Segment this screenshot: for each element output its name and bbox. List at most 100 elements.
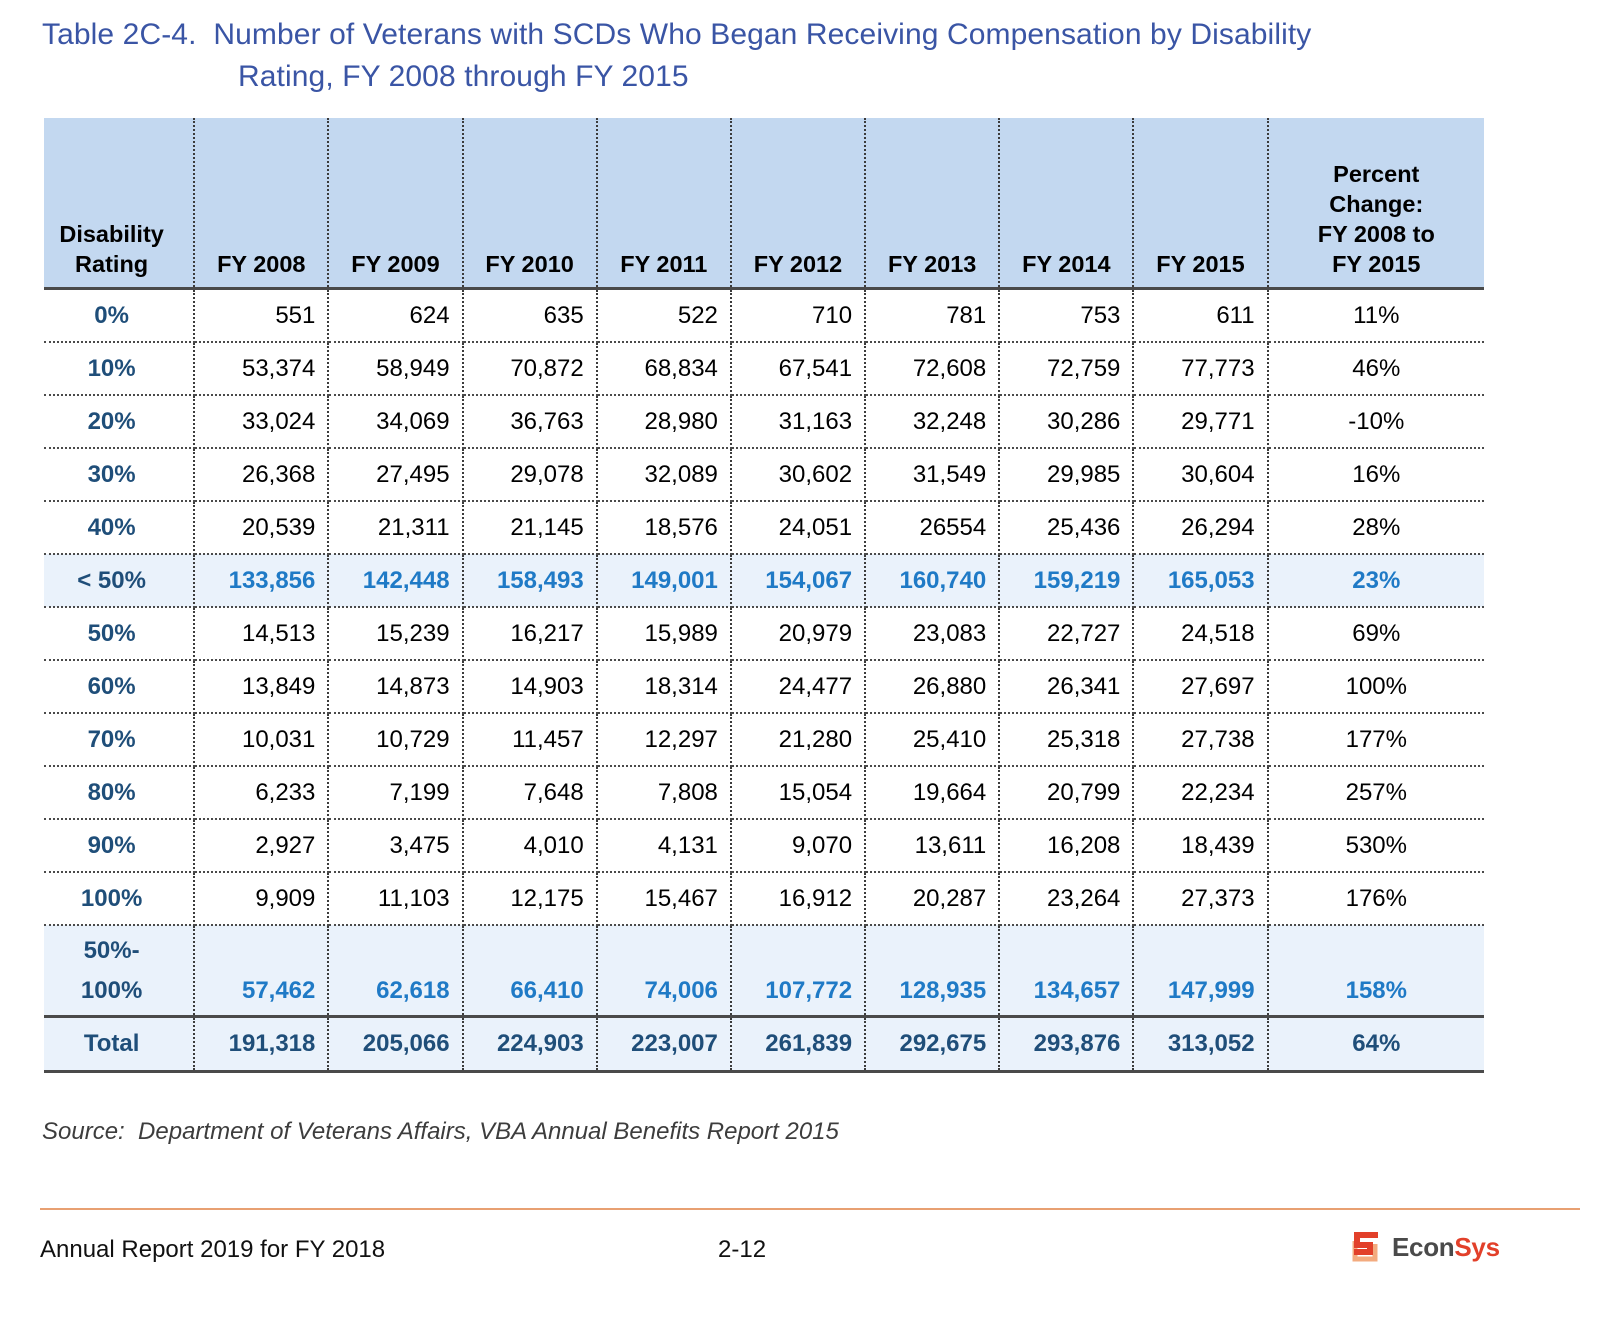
data-cell: 24,051 (730, 500, 867, 555)
data-cell: 21,145 (462, 500, 598, 555)
row-label-cell: 70% (44, 712, 196, 767)
data-cell: 12,297 (596, 712, 732, 767)
column-header-disability-rating-line1: Disability (59, 220, 164, 247)
data-cell: 292,675 (865, 1016, 1001, 1073)
table-row: 0% 551 624 635 522 710 781 753 611 11% (44, 288, 1484, 343)
data-cell: 12,175 (462, 871, 598, 926)
data-cell: 18,576 (596, 500, 732, 555)
source-note: Source: Department of Veterans Affairs, … (42, 1118, 839, 1145)
column-header-fy2014-label: FY 2014 (1022, 250, 1111, 277)
data-cell: 25,436 (999, 500, 1135, 555)
row-label-cell: 10% (44, 341, 196, 396)
data-cell: 154,067 (730, 553, 867, 608)
data-cell: 27,373 (1133, 871, 1269, 926)
data-cell: 16,217 (462, 606, 598, 661)
econsys-logo-text: EconSys (1392, 1232, 1500, 1263)
data-cell: 13,611 (865, 818, 1001, 873)
data-cell: 57,462 (194, 924, 330, 1018)
data-cell: 261,839 (730, 1016, 867, 1073)
data-cell: 16,912 (730, 871, 867, 926)
data-cell: 20,979 (730, 606, 867, 661)
data-cell: 7,648 (462, 765, 598, 820)
data-cell: 26,368 (194, 447, 330, 502)
data-cell: 26,294 (1133, 500, 1269, 555)
data-cell: 10,729 (328, 712, 464, 767)
table-row: 30% 26,368 27,495 29,078 32,089 30,602 31,549 2… (44, 447, 1484, 502)
table-row: 60% 13,849 14,873 14,903 18,314 24,477 26,880 2… (44, 659, 1484, 714)
econsys-logo: EconSys (1345, 1228, 1500, 1266)
footer-report-label: Annual Report 2019 for FY 2018 (40, 1236, 386, 1263)
row-label-cell: Total (44, 1016, 196, 1073)
data-cell: 34,069 (328, 394, 464, 449)
data-cell: 224,903 (462, 1016, 598, 1073)
data-cell: 753 (999, 288, 1135, 343)
row-label-cell: 90% (44, 818, 196, 873)
data-cell: 611 (1133, 288, 1269, 343)
column-header-fy2011-label: FY 2011 (620, 250, 708, 277)
data-cell: 15,239 (328, 606, 464, 661)
data-cell: 11,103 (328, 871, 464, 926)
column-header-fy2015-label: FY 2015 (1156, 250, 1245, 277)
data-cell: 10,031 (194, 712, 330, 767)
data-cell: 26,880 (865, 659, 1001, 714)
data-cell: 62,618 (328, 924, 464, 1018)
data-cell: 9,909 (194, 871, 330, 926)
data-cell: 29,985 (999, 447, 1135, 502)
data-cell: 20,287 (865, 871, 1001, 926)
data-cell: 23,264 (999, 871, 1135, 926)
data-cell: 14,903 (462, 659, 598, 714)
data-cell: 15,054 (730, 765, 867, 820)
data-cell: 27,697 (1133, 659, 1269, 714)
column-header-percent-change-line4: FY 2015 (1332, 250, 1421, 277)
data-cell: 710 (730, 288, 867, 343)
table-title-line-1: Table 2C-4. Number of Veterans with SCDs… (42, 18, 1312, 51)
data-cell: 13,849 (194, 659, 330, 714)
percent-change-cell: 530% (1267, 818, 1484, 873)
column-header-fy2010-label: FY 2010 (485, 250, 574, 277)
percent-change-cell: 64% (1267, 1016, 1484, 1073)
data-cell: 27,738 (1133, 712, 1269, 767)
percent-change-cell: -10% (1267, 394, 1484, 449)
data-cell: 15,467 (596, 871, 732, 926)
row-label-cell: 20% (44, 394, 196, 449)
data-cell: 30,602 (730, 447, 867, 502)
data-cell: 11,457 (462, 712, 598, 767)
table-title: Table 2C-4. Number of Veterans with SCDs… (42, 14, 1522, 98)
column-header-disability-rating-line2: Rating (75, 250, 149, 277)
data-cell: 134,657 (999, 924, 1135, 1018)
data-cell: 14,873 (328, 659, 464, 714)
percent-change-cell: 176% (1267, 871, 1484, 926)
data-cell: 58,949 (328, 341, 464, 396)
veterans-scd-compensation-table: Disability Rating FY 2008 FY 2009 FY 201… (44, 118, 1484, 1073)
column-header-disability-rating: Disability Rating (44, 118, 196, 290)
data-cell: 16,208 (999, 818, 1135, 873)
data-cell: 293,876 (999, 1016, 1135, 1073)
percent-change-cell: 46% (1267, 341, 1484, 396)
column-header-percent-change-line3: FY 2008 to (1317, 220, 1435, 247)
data-cell: 74,006 (596, 924, 732, 1018)
data-cell: 53,374 (194, 341, 330, 396)
row-label-line2: 100% (80, 977, 143, 1004)
data-cell: 4,131 (596, 818, 732, 873)
data-cell: 142,448 (328, 553, 464, 608)
data-cell: 191,318 (194, 1016, 330, 1073)
data-cell: 9,070 (730, 818, 867, 873)
table-header: Disability Rating FY 2008 FY 2009 FY 201… (44, 118, 1484, 290)
row-label-cell: 40% (44, 500, 196, 555)
data-cell: 31,163 (730, 394, 867, 449)
data-cell: 165,053 (1133, 553, 1269, 608)
data-cell: 31,549 (865, 447, 1001, 502)
row-label-line1: 50%- (83, 937, 140, 964)
data-cell: 205,066 (328, 1016, 464, 1073)
percent-change-cell: 69% (1267, 606, 1484, 661)
data-cell: 66,410 (462, 924, 598, 1018)
data-cell: 4,010 (462, 818, 598, 873)
column-header-fy2012-label: FY 2012 (753, 250, 843, 277)
table-row: 10% 53,374 58,949 70,872 68,834 67,541 72,608 7… (44, 341, 1484, 396)
row-label-cell: 80% (44, 765, 196, 820)
column-header-fy2010: FY 2010 (462, 118, 598, 290)
data-cell: 159,219 (999, 553, 1135, 608)
footer-page-number: 2-12 (718, 1236, 767, 1263)
percent-change-cell: 177% (1267, 712, 1484, 767)
